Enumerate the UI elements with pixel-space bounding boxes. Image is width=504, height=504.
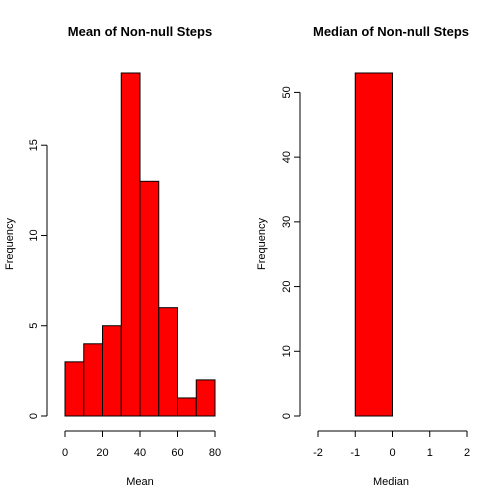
- median-chart-title: Median of Non-null Steps: [313, 24, 469, 39]
- mean-bar-0: [64, 361, 85, 417]
- mean-y-axis: 0 5 10 15: [28, 139, 48, 419]
- median-x-axis-label: Median: [373, 476, 409, 488]
- mean-bar-6: [177, 397, 197, 417]
- mean-x-tick-label-3: 60: [171, 447, 183, 459]
- median-histogram-panel: Median of Non-null Steps -2 -1 0 1 2 0 10 20 30…: [256, 24, 470, 488]
- median-y-tick-label-0: 0: [281, 413, 293, 419]
- median-x-axis: -2 -1 0 1 2: [313, 430, 470, 459]
- mean-x-tick-label-4: 80: [209, 447, 221, 459]
- median-x-tick-label-1: -1: [350, 447, 360, 459]
- median-y-tick-label-5: 50: [281, 86, 293, 98]
- mean-x-tick-label-2: 40: [134, 447, 146, 459]
- mean-y-axis-label: Frequency: [4, 218, 16, 270]
- mean-x-tick-label-0: 0: [62, 447, 68, 459]
- median-x-tick-label-0: -2: [313, 447, 323, 459]
- mean-bar-3: [120, 72, 141, 417]
- median-y-tick-label-3: 30: [281, 216, 293, 228]
- mean-y-tick-label-3: 15: [28, 139, 40, 151]
- median-x-tick-label-2: 0: [389, 447, 395, 459]
- mean-bar-4: [139, 180, 160, 417]
- median-y-axis: 0 10 20 30 40 50: [281, 86, 301, 419]
- mean-x-axis-label: Mean: [126, 476, 154, 488]
- mean-y-tick-label-0: 0: [28, 413, 40, 419]
- mean-bar-1: [83, 343, 103, 417]
- median-x-tick-label-4: 2: [464, 447, 470, 459]
- mean-bar-7: [195, 379, 216, 417]
- median-bar-0: [354, 72, 393, 417]
- mean-bar-2: [102, 325, 122, 417]
- mean-x-axis: 0 20 40 60 80: [62, 430, 221, 459]
- mean-x-tick-label-1: 20: [96, 447, 108, 459]
- median-bars: [354, 72, 393, 417]
- median-y-tick-label-4: 40: [281, 151, 293, 163]
- mean-histogram-panel: Mean of Non-null Steps 0 20 40 60 80 051015 …: [4, 24, 221, 488]
- mean-y-tick-label-1: 5: [28, 323, 40, 329]
- median-y-axis-label: Frequency: [256, 218, 268, 270]
- mean-chart-title: Mean of Non-null Steps: [68, 24, 212, 39]
- mean-bar-5: [158, 307, 178, 417]
- median-x-tick-label-3: 1: [427, 447, 433, 459]
- mean-bars: [64, 72, 216, 417]
- median-y-tick-label-1: 10: [281, 345, 293, 357]
- median-y-tick-label-2: 20: [281, 280, 293, 292]
- mean-y-tick-label-2: 10: [28, 229, 40, 241]
